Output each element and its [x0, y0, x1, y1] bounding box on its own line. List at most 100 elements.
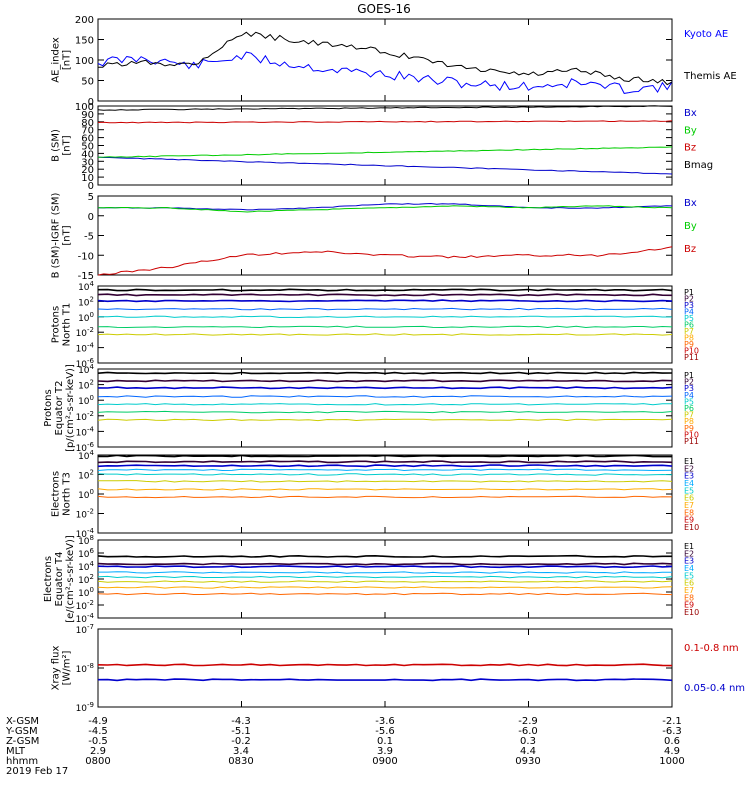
- legend-entry: E9: [684, 601, 694, 610]
- series-line-e7: [97, 586, 673, 589]
- legend-entry: 0.05-0.4 nm: [684, 683, 745, 694]
- footer-value: -4.9: [88, 716, 108, 727]
- legend-entry: Bz: [684, 244, 696, 255]
- y-tick-label: 100: [78, 311, 94, 324]
- series-line-p6: [97, 410, 673, 414]
- footer-value: 3.9: [377, 746, 393, 757]
- panel-frame: [97, 18, 673, 102]
- y-tick-label: 100: [75, 56, 94, 67]
- legend-entry: P7: [684, 411, 694, 420]
- footer-value: -3.6: [375, 716, 395, 727]
- footer-value: 0.1: [377, 736, 393, 747]
- legend-entry: P11: [684, 353, 699, 362]
- series-line-e5: [97, 473, 673, 476]
- y-tick-label: 102: [78, 469, 94, 482]
- footer-row-label: Z-GSM: [6, 736, 39, 747]
- series-line-0.05-0.4 nm: [97, 678, 673, 682]
- y-tick-label: -15: [78, 271, 94, 282]
- y-tick-label: 50: [81, 142, 94, 153]
- legend-entry: By: [684, 221, 697, 232]
- y-axis-label: Protons: [51, 306, 62, 343]
- legend-entry: P9: [684, 340, 694, 349]
- legend-entry: E2: [684, 464, 694, 473]
- legend-entry: P3: [684, 301, 694, 310]
- series-line-by: [97, 146, 673, 158]
- series-line-e3: [97, 464, 673, 468]
- legend-entry: E7: [684, 586, 694, 595]
- series-line-p6: [97, 325, 673, 329]
- panel-1: 0 50 100 150 200 AE_index [nT] Kyoto AE Themis A…: [51, 15, 737, 108]
- legend-entry: Kyoto AE: [684, 29, 728, 40]
- footer-row-label: X-GSM: [6, 716, 39, 727]
- legend-entry: P2: [684, 295, 694, 304]
- footer-value: 0830: [228, 756, 253, 767]
- y-tick-label: 0: [88, 181, 94, 192]
- series-line-themis-ae: [97, 31, 673, 86]
- legend-entry: E8: [684, 508, 694, 517]
- y-tick-label: 104: [78, 560, 94, 573]
- legend-entry: E8: [684, 593, 694, 602]
- footer-value: -4.5: [88, 726, 108, 737]
- series-line-bx: [97, 202, 673, 211]
- y-axis-label: Electrons: [51, 471, 62, 517]
- series-line-e1: [97, 554, 672, 558]
- y-tick-label: 106: [78, 547, 94, 560]
- y-tick-label: 100: [78, 394, 94, 407]
- y-tick-label: 50: [81, 77, 94, 88]
- legend-entry: P8: [684, 334, 694, 343]
- y-tick-label: 0: [88, 212, 94, 223]
- legend-entry: P3: [684, 384, 694, 393]
- y-tick-label: 10-9: [76, 701, 94, 714]
- series-line-p7: [97, 333, 673, 336]
- legend-entry: P5: [684, 397, 694, 406]
- legend-entry: E1: [684, 542, 694, 551]
- y-tick-label: 10-2: [76, 326, 94, 339]
- y-tick-label: 10-2: [76, 508, 94, 521]
- footer-value: 0900: [372, 756, 397, 767]
- y-tick-label: 40: [81, 149, 94, 160]
- series-line-p4: [97, 395, 673, 398]
- series-line-e7: [97, 488, 673, 491]
- legend-entry: E7: [684, 501, 694, 510]
- legend-entry: E4: [684, 479, 694, 488]
- y-tick-label: 5: [88, 192, 94, 203]
- y-tick-label: 100: [78, 586, 94, 599]
- legend-entry: E10: [684, 608, 699, 617]
- legend-entry: E5: [684, 486, 694, 495]
- y-tick-label: 10-2: [76, 410, 94, 423]
- series-line-e6: [98, 480, 673, 483]
- footer-value: 0930: [515, 756, 540, 767]
- y-axis-label: [nT]: [62, 135, 73, 155]
- y-axis-label: [nT]: [62, 225, 73, 245]
- y-tick-label: 10-2: [76, 599, 94, 612]
- y-tick-label: 150: [75, 36, 94, 47]
- footer-row-label: MLT: [6, 746, 26, 757]
- y-tick-label: 10-4: [76, 425, 95, 438]
- legend-entry: Bx: [684, 198, 697, 209]
- y-axis-label: [e/(cm²-s-sr-keV)]: [65, 535, 76, 623]
- series-line-e8: [97, 592, 673, 596]
- y-tick-label: 70: [81, 126, 94, 137]
- series-line-e3: [97, 565, 673, 569]
- series-line-e5: [97, 575, 673, 579]
- y-axis-label: North T3: [62, 472, 73, 516]
- footer-value: 4.4: [520, 746, 536, 757]
- series-line-by: [98, 205, 673, 213]
- footer-value: -2.1: [662, 716, 682, 727]
- legend-entry: E2: [684, 549, 694, 558]
- footer-value: -0.5: [88, 736, 108, 747]
- plot-title: GOES-16: [357, 2, 411, 16]
- series-line-e2: [97, 460, 673, 464]
- legend-entry: P4: [684, 391, 694, 400]
- footer-value: 1000: [659, 756, 684, 767]
- y-axis-label: Xray flux: [51, 646, 62, 691]
- legend-entry: P10: [684, 347, 699, 356]
- footer-value: 4.9: [664, 746, 680, 757]
- series-line-p7: [97, 418, 673, 422]
- legend-entry: P1: [684, 288, 694, 297]
- legend-entry: Themis AE: [683, 71, 737, 82]
